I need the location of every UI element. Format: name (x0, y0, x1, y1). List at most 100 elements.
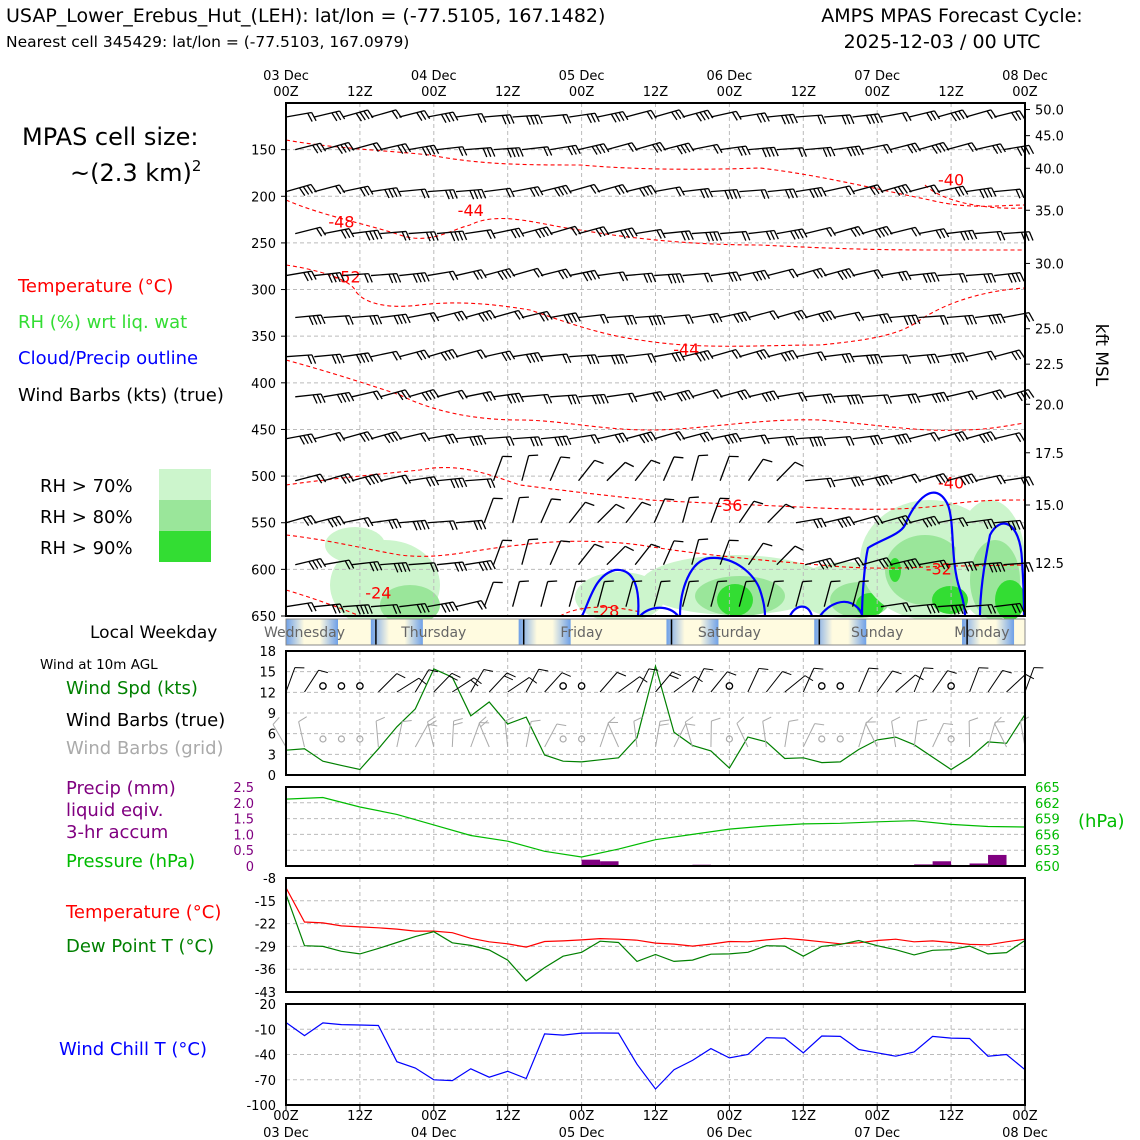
wind-barb (323, 228, 355, 239)
wind-barb (965, 431, 997, 444)
bottom-date-label: 07 Dec (854, 1126, 900, 1140)
wind-barb (323, 391, 355, 404)
wind-barb (805, 146, 836, 158)
wind-barb (625, 109, 657, 120)
wind-barb (399, 349, 431, 361)
wind-barb (748, 229, 779, 241)
wind-barb (396, 677, 427, 693)
kft-tick-label: 15.0 (1035, 499, 1064, 514)
wind-barb (738, 580, 756, 607)
top-date-label: 06 Dec (706, 69, 752, 84)
wind-barb (484, 187, 515, 198)
wind-barb (521, 538, 539, 565)
wind-barb (625, 431, 657, 444)
cell-size-value: ~(2.3 km)2 (70, 157, 201, 187)
swatch-rh80 (159, 500, 211, 531)
wind-barb (525, 719, 541, 748)
wind-barb (965, 272, 997, 284)
wind-barb (795, 436, 827, 447)
wind-barb (880, 433, 912, 445)
weekday-gradient (518, 619, 571, 645)
wind-barb (969, 667, 989, 693)
pressure-tick-label: 600 (251, 563, 276, 578)
wind-barb (720, 311, 751, 323)
top-hour-label: 12Z (495, 85, 521, 100)
bottom-date-label: 04 Dec (411, 1126, 457, 1140)
wind-barb (470, 722, 490, 748)
wind-barb (710, 580, 728, 607)
wind-barb (710, 110, 742, 121)
wind-barb (549, 456, 571, 482)
wind-barb (684, 716, 694, 748)
wind-barb (937, 272, 968, 283)
wind-barb (1003, 231, 1034, 242)
wind-barb (455, 188, 487, 200)
wind-barb (569, 269, 601, 282)
pressure-unit: (hPa) (1078, 811, 1125, 832)
wind-barb (804, 226, 837, 237)
wind-barb (408, 476, 440, 487)
wind-barb (606, 461, 635, 482)
wind-barb (484, 268, 516, 281)
wind-barb (1006, 673, 1035, 693)
wind-barb (937, 185, 969, 197)
wind-barb (891, 716, 901, 748)
wind-barb (550, 394, 581, 405)
wind-barb (880, 354, 912, 365)
bottom-hour-label: 12Z (495, 1109, 521, 1124)
wind-barb (427, 189, 458, 200)
wind-barb (918, 391, 950, 404)
wind-barb (720, 145, 751, 156)
wind-tick-label: 15 (259, 666, 276, 681)
wind-barb (342, 516, 374, 527)
wind-barb (762, 716, 772, 748)
precip-tick-label: 1.5 (233, 813, 254, 828)
wind-barb (776, 228, 808, 240)
wind-barb (739, 189, 770, 200)
wind-barb (932, 670, 957, 693)
wind-barb (304, 669, 328, 693)
wind-barb (994, 716, 1007, 748)
wind-barb (521, 146, 553, 157)
wind-barb (824, 114, 855, 125)
wind-barb (427, 111, 459, 123)
wind-barb (824, 352, 855, 364)
bottom-hour-labels: 00Z 12Z 00Z 12Z 00Z 12Z 00Z 12Z 00Z 12Z 00Z (273, 1109, 1038, 1124)
wind-barb (470, 668, 494, 693)
precip-tick-label: 1.0 (233, 828, 254, 843)
calm-circle-grid (818, 735, 826, 743)
weekday-name: Sunday (851, 625, 903, 641)
wind-barb (323, 141, 355, 154)
temp-tick-label: -43 (255, 986, 276, 1001)
wind-barb (710, 717, 721, 748)
calm-circle (577, 682, 586, 690)
wind-barb (965, 350, 997, 361)
wind-barb (937, 352, 969, 364)
wind-barb (285, 667, 305, 693)
temperature-contour-label: -52 (335, 267, 361, 286)
wind-barb (399, 188, 430, 199)
wind-barb (691, 454, 709, 481)
weekday-gradient (962, 619, 1015, 645)
wind-barb (681, 496, 699, 523)
wind-barb (408, 562, 439, 573)
wind-barb (748, 310, 780, 321)
wind-panel: 0 3 6 9 12 15 18 (259, 645, 1044, 784)
wind-barb (399, 272, 430, 283)
calm-circle-grid (319, 735, 327, 743)
wind-barb (285, 601, 317, 612)
wind-barb (833, 145, 865, 157)
precip-bar (581, 859, 601, 866)
legend-wind-chill: Wind Chill T (°C) (59, 1039, 207, 1060)
wind-barb (625, 580, 643, 607)
wind-barb (511, 496, 529, 523)
precip-bar (600, 861, 619, 866)
wind-barb (521, 310, 553, 322)
wind-barb (314, 603, 345, 614)
wind-barb (974, 389, 1007, 401)
legend-wind-barbs: Wind Barbs (kts) (true) (18, 385, 224, 406)
weekday-gradient (370, 619, 423, 645)
precip-tick-label: 0 (246, 860, 254, 875)
